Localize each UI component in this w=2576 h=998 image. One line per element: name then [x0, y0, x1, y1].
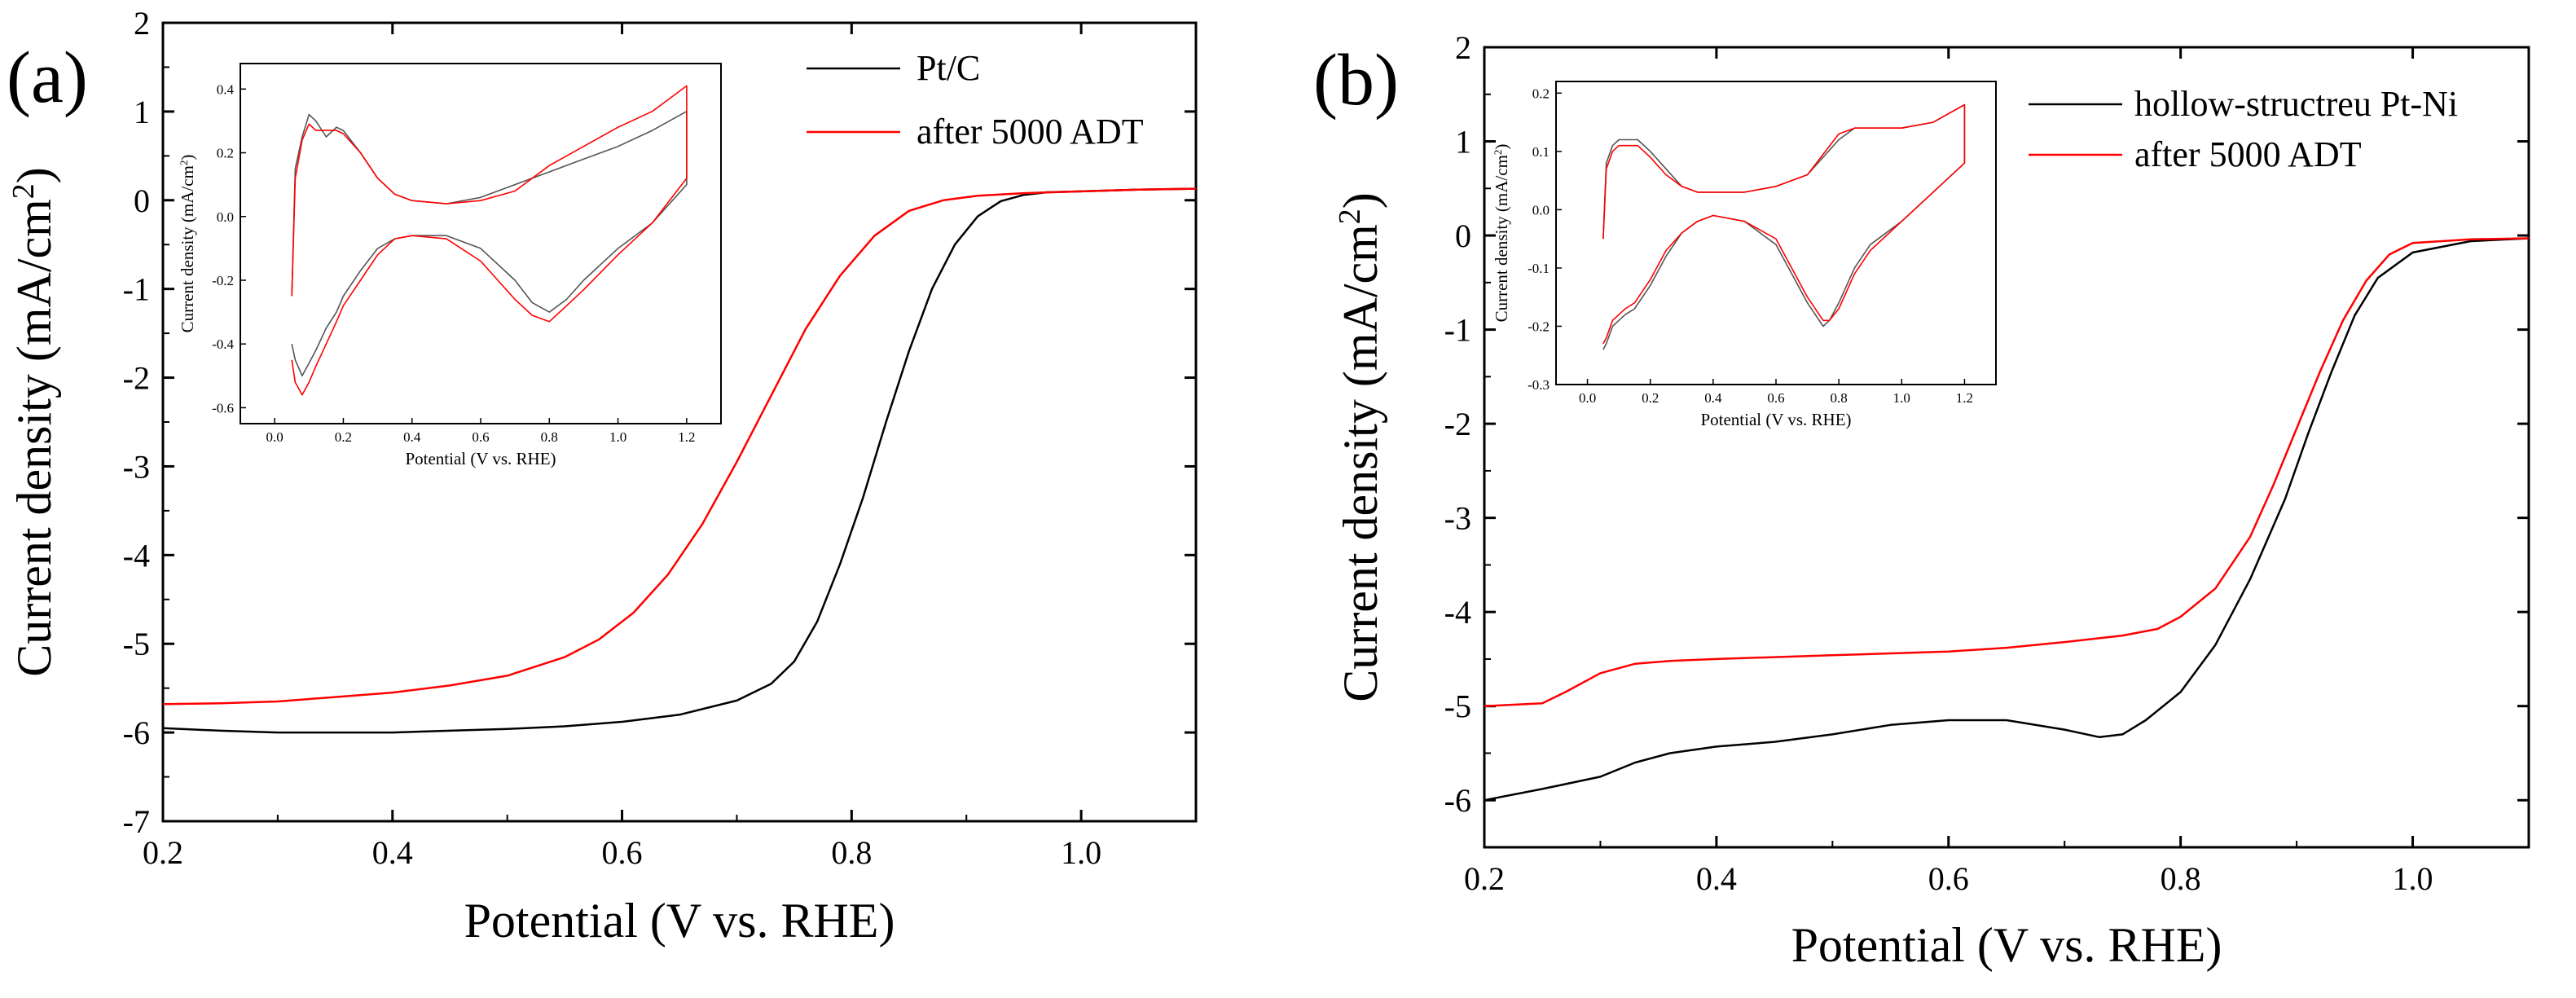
y-axis-title-sup: 2: [1333, 209, 1367, 224]
y-tick-label: 1: [1455, 124, 1471, 160]
inset-y-axis-title-end: ): [1492, 144, 1511, 150]
legend-label-0: Pt/C: [917, 48, 980, 88]
legend-label-1: after 5000 ADT: [917, 112, 1144, 152]
inset-y-tick-label: -0.2: [1528, 319, 1550, 334]
inset-y-axis-title-end: ): [178, 155, 197, 160]
y-tick-label: 2: [1455, 29, 1471, 66]
inset-x-tick-label: 0.8: [541, 429, 558, 445]
inset-x-tick-label: 1.2: [1956, 390, 1973, 406]
y-tick-label: -1: [123, 271, 150, 308]
inset-x-tick-label: 0.0: [1579, 390, 1596, 406]
y-tick-label: -5: [1444, 688, 1471, 725]
y-tick-label: 0: [1455, 218, 1471, 254]
inset-y-axis-title: Current density (mA/cm2): [178, 155, 198, 333]
x-tick-label: 0.2: [1464, 860, 1505, 897]
x-axis-title: Potential (V vs. RHE): [1791, 918, 2222, 972]
inset-y-tick-label: 0.0: [1532, 202, 1550, 218]
inset-y-tick-label: -0.1: [1528, 261, 1550, 276]
y-tick-label: -4: [1444, 594, 1471, 631]
y-tick-label: -2: [1444, 406, 1471, 442]
y-axis-title-end: ): [1334, 192, 1387, 209]
y-tick-label: -3: [1444, 500, 1471, 537]
y-tick-label: -4: [123, 537, 150, 574]
inset-x-axis-title: Potential (V vs. RHE): [405, 449, 556, 468]
inset-y-axis-title-sup: 2: [178, 160, 190, 166]
y-axis-title-main: Current density (mA/cm: [7, 199, 61, 677]
y-tick-label: -6: [123, 714, 150, 751]
y-tick-label: -7: [123, 803, 150, 840]
inset-y-tick-label: 0.0: [217, 209, 234, 225]
panel-label: (a): [7, 37, 88, 118]
panel-label: (b): [1313, 40, 1399, 121]
inset-y-axis-title: Current density (mA/cm2): [1492, 144, 1512, 323]
series-line-1: [1484, 237, 2530, 707]
inset-y-axis-title-sup: 2: [1492, 150, 1504, 156]
inset-x-tick-label: 0.6: [472, 429, 489, 445]
inset-y-tick-label: 0.4: [217, 81, 235, 97]
y-tick-label: -6: [1444, 782, 1471, 819]
x-tick-label: 0.8: [831, 834, 872, 871]
inset-x-tick-label: 0.0: [266, 429, 284, 445]
y-tick-label: -2: [123, 360, 150, 397]
y-tick-label: 1: [134, 94, 150, 130]
series-line-1: [162, 187, 1197, 706]
inset-series-line-1: [291, 85, 688, 396]
x-tick-label: 0.8: [2161, 860, 2201, 897]
x-tick-label: 1.0: [2393, 860, 2433, 897]
inset-y-tick-label: -0.6: [212, 400, 234, 415]
y-axis-title-main: Current density (mA/cm: [1334, 224, 1387, 702]
inset-x-axis-title: Potential (V vs. RHE): [1700, 410, 1851, 429]
inset-x-tick-label: 1.0: [1893, 390, 1910, 406]
y-tick-label: -5: [123, 626, 150, 662]
inset-frame: [240, 63, 722, 424]
inset-x-tick-label: 0.8: [1831, 390, 1848, 406]
inset-x-tick-label: 1.0: [609, 429, 626, 445]
x-tick-label: 0.6: [602, 834, 643, 871]
plot-frame: [1483, 46, 2530, 849]
inset-y-tick-label: 0.2: [1532, 86, 1550, 101]
panel-a: (a) 0.2 0.4 0.6 0.8 1.0 -7 -6 -5 -4 -3 -2 -1 0 1 2 Poten…: [7, 5, 1198, 947]
inset-x-tick-label: 0.4: [1704, 390, 1722, 406]
series-line-0: [1484, 237, 2530, 802]
y-tick-label: -1: [1444, 312, 1471, 349]
inset-chart: 0.0 0.2 0.4 0.6 0.8 1.0 1.2 -0.3 -0.2 -0.1 0.0 0.1 0…: [1492, 81, 1997, 429]
inset-frame: [1555, 81, 1997, 385]
y-tick-label: 2: [134, 5, 150, 42]
inset-x-tick-label: 0.2: [335, 429, 352, 445]
inset-y-axis-title-main: Current density (mA/cm: [1492, 155, 1511, 322]
y-tick-label: 0: [134, 182, 150, 219]
x-tick-label: 0.6: [1928, 860, 1969, 897]
inset-y-tick-label: -0.3: [1528, 377, 1550, 393]
inset-x-tick-label: 1.2: [678, 429, 695, 445]
inset-series-line-1: [1602, 103, 1966, 345]
inset-y-tick-label: 0.2: [217, 146, 234, 161]
y-axis-title-end: ): [7, 167, 61, 183]
y-tick-label: -3: [123, 448, 150, 485]
inset-x-tick-label: 0.2: [1642, 390, 1659, 406]
inset-y-tick-label: -0.2: [212, 273, 234, 288]
series-line-0: [162, 187, 1197, 734]
x-tick-label: 0.4: [372, 834, 413, 871]
y-axis-title: Current density (mA/cm2): [1333, 192, 1387, 702]
inset-x-tick-label: 0.4: [403, 429, 421, 445]
legend-label-1: after 5000 ADT: [2134, 134, 2362, 174]
x-tick-label: 0.2: [143, 834, 183, 871]
inset-y-tick-label: 0.1: [1532, 144, 1550, 160]
y-axis-title-sup: 2: [7, 183, 41, 199]
x-tick-label: 1.0: [1061, 834, 1101, 871]
x-axis-title: Potential (V vs. RHE): [464, 894, 895, 947]
inset-series-line-0: [291, 110, 688, 377]
inset-y-tick-label: -0.4: [212, 336, 234, 352]
y-axis-title: Current density (mA/cm2): [7, 167, 61, 677]
x-tick-label: 0.4: [1696, 860, 1737, 897]
inset-x-tick-label: 0.6: [1767, 390, 1784, 406]
legend-label-0: hollow-structreu Pt-Ni: [2134, 84, 2458, 124]
inset-chart: 0.0 0.2 0.4 0.6 0.8 1.0 1.2 -0.6 -0.4 -0.2 0.0 0.2 0…: [178, 63, 722, 468]
inset-y-axis-title-main: Current density (mA/cm: [178, 165, 197, 332]
panel-b: (b) 0.2 0.4 0.6 0.8 1.0 -6 -5 -4 -3 -2 -1 0 1 2 Potenti…: [1313, 29, 2530, 972]
